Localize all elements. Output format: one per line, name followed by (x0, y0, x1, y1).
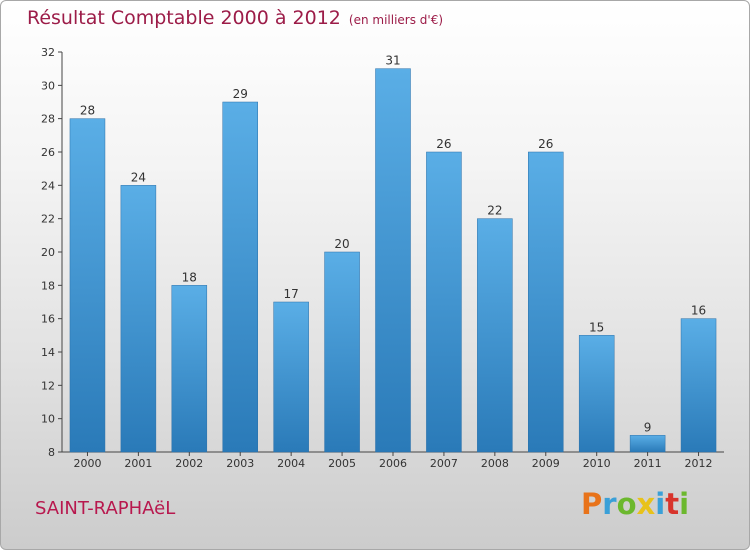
bar-2000 (69, 118, 106, 453)
y-tick-label: 14 (41, 346, 55, 359)
x-tick-label-2010: 2010 (583, 457, 611, 470)
logo-letter: r (602, 487, 617, 521)
bar-2007 (426, 151, 462, 453)
x-tick-label-2007: 2007 (430, 457, 458, 470)
bar-2012 (680, 318, 717, 453)
bar-2011 (629, 435, 666, 453)
data-label-2010: 15 (589, 320, 604, 334)
x-tick-label-2008: 2008 (481, 457, 509, 470)
x-tick-label-2001: 2001 (124, 457, 152, 470)
chart-title-text: Résultat Comptable 2000 à 2012 (27, 7, 341, 29)
location-name: SAINT-RAPHAëL (35, 498, 176, 519)
y-tick-label: 16 (41, 313, 55, 326)
proxiti-logo: Proxiti (581, 487, 689, 521)
bar-2008 (477, 218, 513, 453)
chart-title: Résultat Comptable 2000 à 2012 (en millie… (27, 7, 443, 29)
x-tick-label-2004: 2004 (277, 457, 305, 470)
y-tick-label: 24 (41, 179, 55, 192)
data-label-2001: 24 (131, 170, 146, 184)
y-tick-label: 22 (41, 213, 55, 226)
data-label-2007: 26 (436, 137, 451, 151)
y-tick-label: 32 (41, 46, 55, 59)
y-tick-label: 28 (41, 113, 55, 126)
bar-2002 (171, 285, 208, 453)
logo-letter: i (679, 487, 690, 521)
data-label-2005: 20 (334, 237, 349, 251)
chart-subtitle: (en milliers d'€) (348, 13, 444, 27)
logo-letter: x (636, 487, 656, 521)
x-tick-label-2000: 2000 (73, 457, 101, 470)
y-tick-label: 10 (41, 413, 55, 426)
data-label-2000: 28 (80, 104, 95, 118)
bar-2009 (528, 151, 564, 453)
data-label-2009: 26 (538, 137, 553, 151)
x-tick-label-2003: 2003 (226, 457, 254, 470)
y-tick-label: 30 (41, 79, 55, 92)
y-tick-label: 18 (41, 279, 55, 292)
y-tick-label: 12 (41, 379, 55, 392)
bar-2006 (375, 68, 411, 453)
y-tick-label: 8 (48, 446, 55, 459)
bar-2005 (324, 251, 360, 453)
logo-letter: P (581, 487, 603, 521)
logo-letter: t (665, 487, 680, 521)
x-tick-label-2002: 2002 (175, 457, 203, 470)
bar-2003 (222, 101, 258, 453)
x-tick-label-2005: 2005 (328, 457, 356, 470)
data-label-2012: 16 (691, 304, 706, 318)
x-tick-label-2011: 2011 (634, 457, 662, 470)
y-tick-label: 20 (41, 246, 55, 259)
x-tick-label-2009: 2009 (532, 457, 560, 470)
logo-letter: o (616, 487, 637, 521)
x-tick-label-2006: 2006 (379, 457, 407, 470)
y-tick-label: 26 (41, 146, 55, 159)
bar-2010 (578, 335, 615, 453)
data-label-2008: 22 (487, 204, 502, 218)
bar-2004 (273, 301, 309, 453)
bar-2001 (120, 185, 157, 453)
data-label-2003: 29 (233, 87, 248, 101)
x-tick-label-2012: 2012 (685, 457, 713, 470)
logo-letter: i (655, 487, 666, 521)
data-label-2004: 17 (284, 287, 299, 301)
data-label-2011: 9 (644, 420, 652, 434)
data-label-2002: 18 (182, 270, 197, 284)
data-label-2006: 31 (385, 54, 400, 68)
